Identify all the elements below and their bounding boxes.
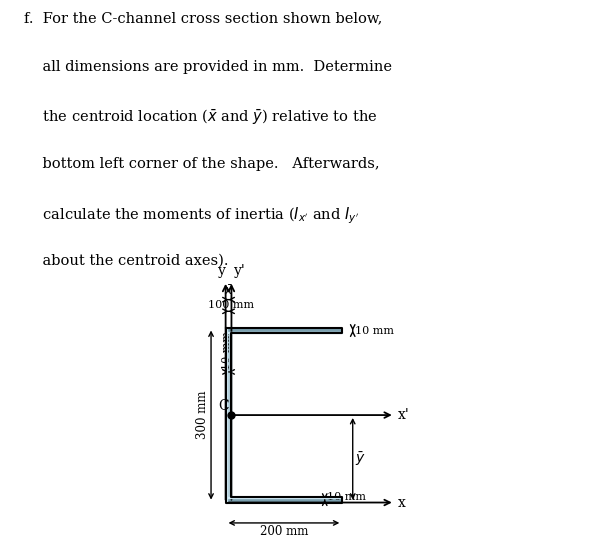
Text: x': x' <box>398 408 410 422</box>
Text: 100 mm: 100 mm <box>208 300 254 310</box>
Bar <box>226 327 342 334</box>
Text: f.  For the C-channel cross section shown below,: f. For the C-channel cross section shown… <box>24 11 382 25</box>
Bar <box>226 497 342 502</box>
Text: 10 mm: 10 mm <box>222 331 232 370</box>
Text: about the centroid axes).: about the centroid axes). <box>24 254 229 268</box>
Text: C: C <box>219 400 229 413</box>
Text: 200 mm: 200 mm <box>260 525 308 538</box>
Text: calculate the moments of inertia ($I_{x'}$ and $I_{y'}$: calculate the moments of inertia ($I_{x'… <box>24 205 359 226</box>
Text: 300 mm: 300 mm <box>196 391 209 440</box>
Text: 10 mm: 10 mm <box>355 326 394 336</box>
Text: y': y' <box>234 264 245 278</box>
Text: all dimensions are provided in mm.  Determine: all dimensions are provided in mm. Deter… <box>24 60 392 74</box>
Text: y: y <box>218 264 226 278</box>
Text: $\bar{y}$: $\bar{y}$ <box>355 450 366 468</box>
Bar <box>226 327 232 502</box>
Text: x: x <box>398 496 406 510</box>
Text: bottom left corner of the shape.   Afterwards,: bottom left corner of the shape. Afterwa… <box>24 157 380 171</box>
Text: $\bar{x}$: $\bar{x}$ <box>224 284 233 298</box>
Text: the centroid location ($\bar{x}$ and $\bar{y}$) relative to the: the centroid location ($\bar{x}$ and $\b… <box>24 108 377 127</box>
Text: 10 mm: 10 mm <box>327 492 366 502</box>
